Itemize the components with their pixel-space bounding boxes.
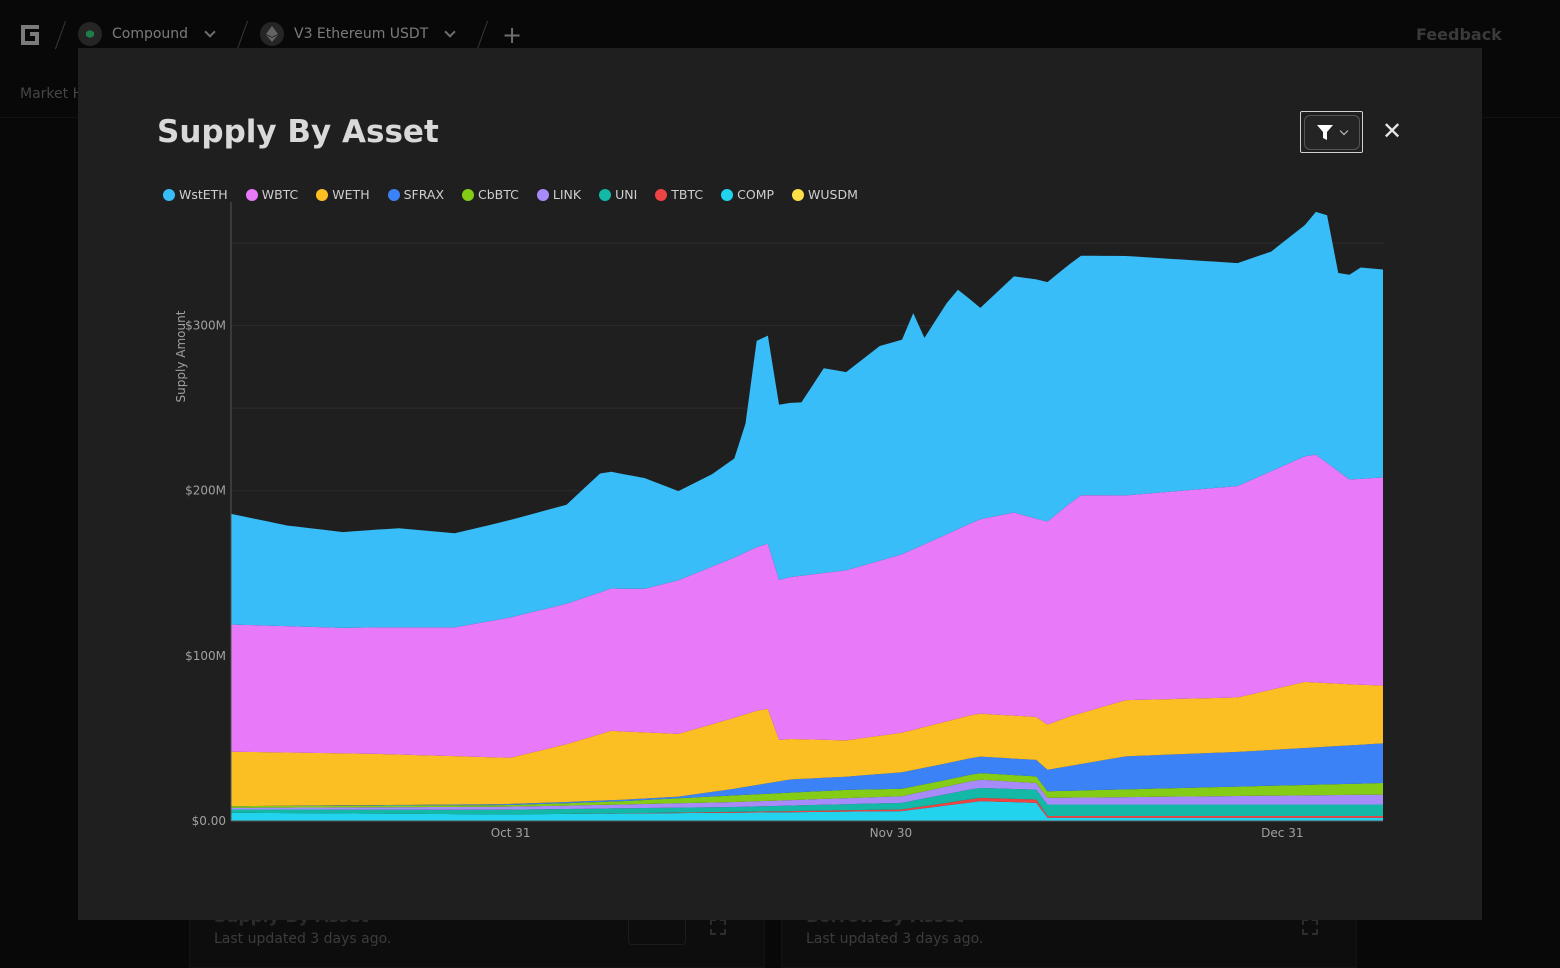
filter-dropdown[interactable] (1303, 114, 1360, 150)
series-area-sfrax[interactable] (231, 743, 1383, 807)
expand-icon[interactable] (710, 919, 726, 935)
legend-label: LINK (552, 187, 582, 202)
legend-label: WstETH (179, 187, 228, 202)
legend-label: CbBTC (478, 187, 519, 202)
top-bar: Compound V3 Ethereum USDT + Feedback (0, 0, 1560, 70)
legend-dot-icon (462, 188, 475, 201)
legend-dot-icon (316, 188, 329, 201)
legend-label: TBTC (671, 187, 704, 202)
y-tick-label: $200M (185, 484, 226, 498)
legend-dot-icon (721, 188, 734, 201)
legend-item-cbbtc[interactable]: CbBTC (462, 187, 519, 202)
y-tick-label: $300M (185, 319, 226, 333)
legend-dot-icon (387, 188, 400, 201)
legend-dot-icon (163, 188, 175, 201)
series-area-cbbtc[interactable] (231, 773, 1383, 808)
y-tick-label: $100M (185, 649, 226, 663)
legend-label: UNI (615, 187, 638, 202)
legend-item-sfrax[interactable]: SFRAX (387, 187, 445, 202)
market-selector[interactable]: V3 Ethereum USDT (260, 22, 462, 46)
x-tick-label: Nov 30 (870, 826, 913, 840)
legend-label: WETH (332, 187, 370, 202)
legend-dot-icon (655, 188, 668, 201)
close-icon[interactable]: ✕ (1381, 117, 1403, 145)
legend-label: COMP (737, 187, 775, 202)
filter-icon (1316, 124, 1333, 140)
legend-dot-icon (536, 188, 549, 201)
legend-item-wbtc[interactable]: WBTC (245, 187, 299, 202)
feedback-button[interactable]: Feedback (1416, 25, 1502, 44)
series-area-wbtc[interactable] (231, 454, 1383, 758)
add-icon[interactable]: + (502, 21, 523, 49)
legend-item-link[interactable]: LINK (536, 187, 582, 202)
protocol-label: Compound (112, 26, 189, 42)
expand-icon[interactable] (1302, 919, 1318, 935)
tab-market-history[interactable]: Market H (20, 86, 84, 102)
protocol-selector[interactable]: Compound (78, 22, 222, 46)
series-area-weth[interactable] (231, 681, 1383, 807)
legend-dot-icon (245, 188, 258, 201)
series-area-comp[interactable] (231, 801, 1383, 821)
legend-item-wsteth[interactable]: WstETH (163, 187, 228, 202)
legend-item-comp[interactable]: COMP (721, 187, 774, 202)
y-axis-label: Supply Amount (174, 310, 188, 402)
compound-logo-icon (78, 22, 102, 46)
last-updated: Last updated 3 days ago. (214, 931, 392, 947)
legend-label: WUSDM (808, 187, 858, 202)
legend-item-tbtc[interactable]: TBTC (655, 187, 703, 202)
x-tick-label: Dec 31 (1261, 826, 1303, 840)
market-label: V3 Ethereum USDT (294, 26, 429, 42)
series-area-uni[interactable] (231, 787, 1383, 817)
filter-button[interactable] (1300, 111, 1363, 153)
x-tick-label: Oct 31 (491, 826, 531, 840)
chart-modal: Supply By Asset ✕ WstETH WBTC WETH SFRAX CbB… (78, 48, 1482, 920)
legend-item-wusdm[interactable]: WUSDM (792, 187, 858, 202)
ethereum-logo-icon (260, 22, 284, 46)
modal-title: Supply By Asset (157, 114, 439, 150)
app-logo-icon[interactable] (18, 22, 42, 48)
series-area-wsteth[interactable] (231, 211, 1383, 628)
series-area-link[interactable] (231, 779, 1383, 810)
supply-area-chart: $0.00 $100M $200M $300M Oct 31 Nov 30 Dec 31 Su… (174, 202, 1383, 840)
last-updated: Last updated 3 days ago. (806, 931, 984, 947)
legend-item-weth[interactable]: WETH (316, 187, 370, 202)
chart-legend: WstETH WBTC WETH SFRAX CbBTC LINK UNI TBTC COMP W… (163, 187, 876, 202)
legend-label: SFRAX (403, 187, 445, 202)
legend-dot-icon (792, 188, 805, 201)
y-tick-label: $0.00 (192, 814, 226, 828)
legend-label: WBTC (261, 187, 299, 202)
legend-dot-icon (599, 188, 612, 201)
legend-item-uni[interactable]: UNI (599, 187, 637, 202)
